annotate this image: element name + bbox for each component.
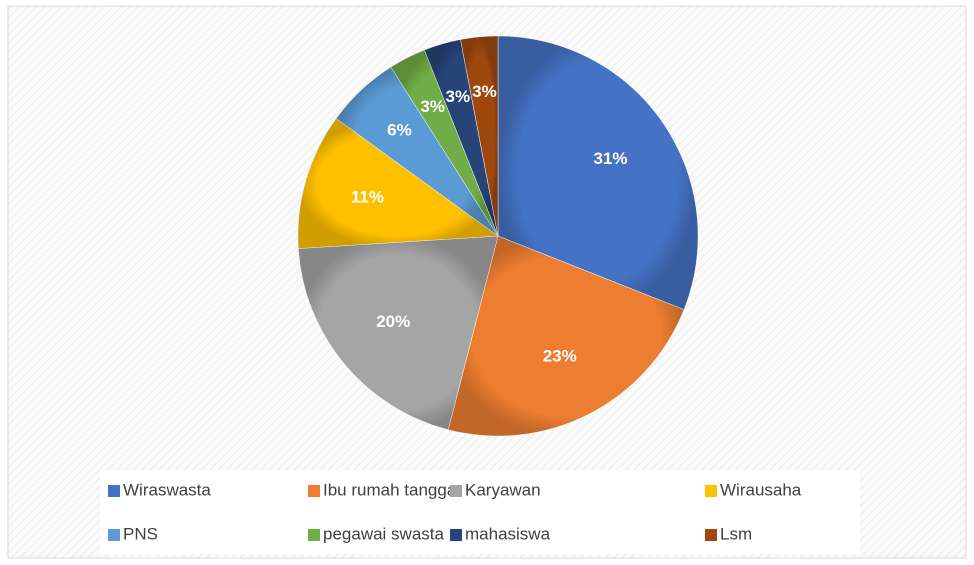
legend-label: Wirausaha	[720, 480, 802, 499]
slice-shade	[297, 118, 498, 249]
legend-label: PNS	[123, 524, 158, 543]
slice-shade	[390, 50, 498, 236]
legend-label: pegawai swasta	[323, 524, 445, 543]
data-label: 11%	[351, 188, 384, 207]
slice-shade	[460, 36, 498, 236]
slice-shade	[424, 39, 498, 237]
legend-label: Wiraswasta	[123, 480, 211, 499]
data-label: 3%	[420, 97, 445, 116]
data-label: 20%	[376, 312, 410, 331]
legend-label: mahasiswa	[465, 524, 551, 543]
slice-shade	[448, 236, 684, 436]
legend-swatch	[705, 485, 717, 497]
data-label: 3%	[472, 82, 497, 101]
legend-swatch	[308, 529, 320, 541]
legend-swatch	[705, 529, 717, 541]
legend-box	[100, 470, 860, 554]
data-label: 23%	[543, 347, 577, 366]
data-label: 31%	[593, 149, 627, 168]
data-label: 3%	[446, 87, 471, 106]
slice-shade	[336, 67, 498, 236]
legend-label: Ibu rumah tangga	[323, 480, 457, 499]
legend-swatch	[450, 529, 462, 541]
legend-label: Karyawan	[465, 480, 541, 499]
legend-swatch	[450, 485, 462, 497]
legend-swatch	[108, 529, 120, 541]
legend: Wiraswasta Ibu rumah tangga Karyawan Wiraus…	[108, 480, 802, 543]
slice-shade	[498, 36, 698, 310]
legend-label: Lsm	[720, 524, 752, 543]
legend-swatch	[108, 485, 120, 497]
slice-shade	[298, 236, 498, 430]
legend-swatch	[308, 485, 320, 497]
pie: 31%23%20%11%6%3%3% 3%	[297, 35, 699, 437]
data-label: 6%	[387, 121, 412, 140]
